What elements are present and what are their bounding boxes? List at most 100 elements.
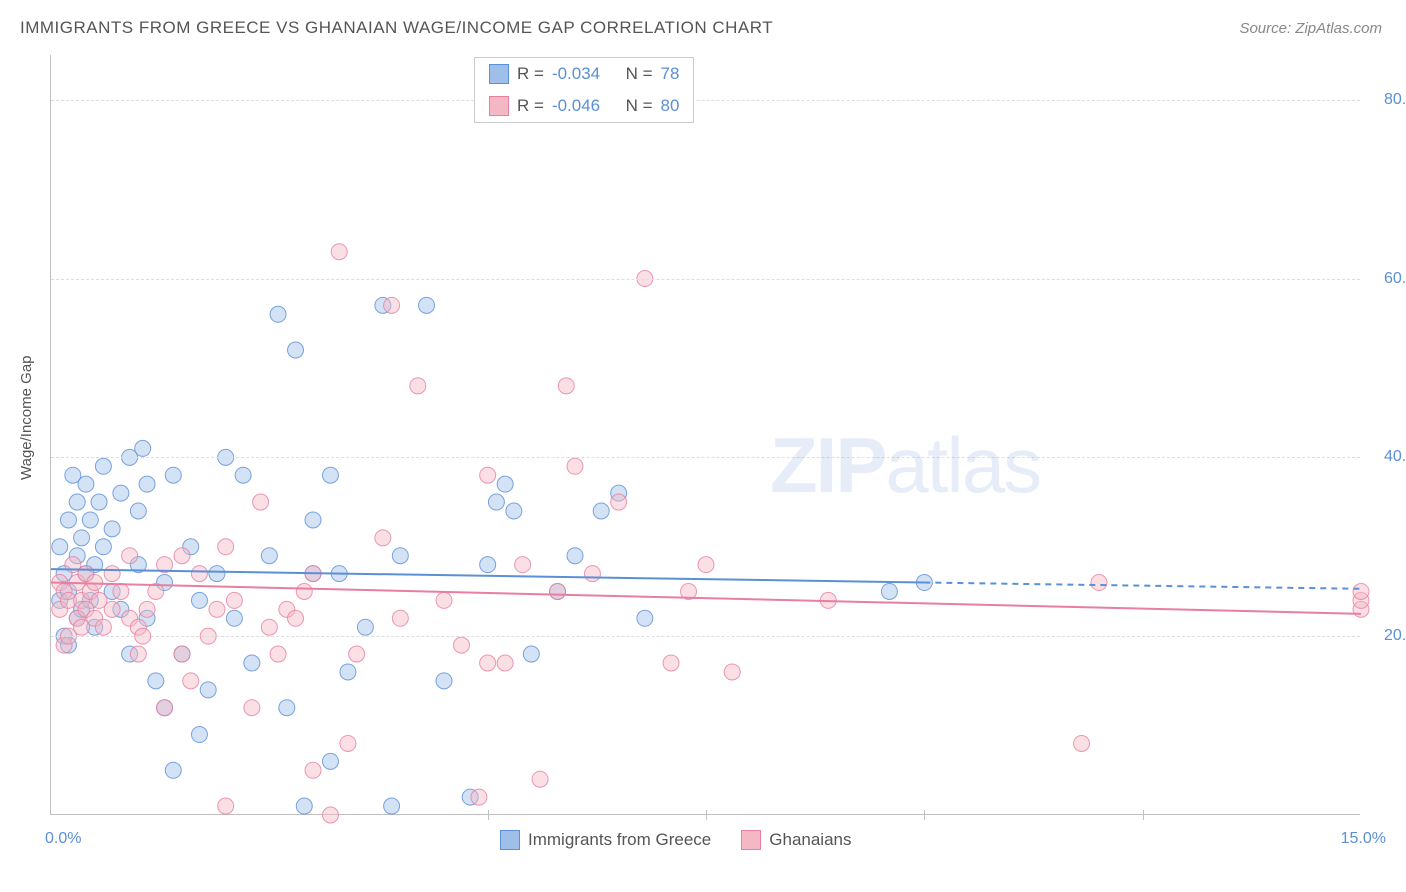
data-point: [261, 548, 277, 564]
data-point: [95, 619, 111, 635]
data-point: [340, 664, 356, 680]
legend-r-label: R =: [517, 96, 544, 116]
data-point: [567, 548, 583, 564]
y-axis-label: Wage/Income Gap: [18, 355, 35, 480]
data-point: [392, 610, 408, 626]
data-point: [52, 539, 68, 555]
x-tick-mark: [706, 810, 707, 820]
data-point: [191, 727, 207, 743]
data-point: [122, 548, 138, 564]
data-point: [322, 807, 338, 823]
data-point: [698, 557, 714, 573]
data-point: [226, 610, 242, 626]
data-point: [74, 530, 90, 546]
data-point: [139, 476, 155, 492]
data-point: [550, 583, 566, 599]
data-point: [436, 592, 452, 608]
data-point: [532, 771, 548, 787]
data-point: [357, 619, 373, 635]
legend-row: R = -0.046 N = 80: [475, 90, 693, 122]
x-tick-mark: [488, 810, 489, 820]
data-point: [91, 494, 107, 510]
data-point: [244, 655, 260, 671]
plot-area: 20.0%40.0%60.0%80.0%: [50, 55, 1360, 815]
x-axis-min-label: 0.0%: [45, 830, 81, 848]
data-point: [436, 673, 452, 689]
legend-row: R = -0.034 N = 78: [475, 58, 693, 90]
legend-r-value: -0.046: [552, 96, 600, 116]
data-point: [724, 664, 740, 680]
trend-line: [51, 583, 1361, 614]
data-point: [209, 601, 225, 617]
data-point: [95, 539, 111, 555]
legend-r-value: -0.034: [552, 64, 600, 84]
data-point: [480, 557, 496, 573]
data-point: [322, 753, 338, 769]
data-point: [881, 583, 897, 599]
data-point: [174, 646, 190, 662]
data-point: [218, 798, 234, 814]
legend-series-label: Ghanaians: [769, 830, 851, 850]
data-point: [331, 244, 347, 260]
chart-title: IMMIGRANTS FROM GREECE VS GHANAIAN WAGE/…: [20, 18, 773, 38]
data-point: [637, 610, 653, 626]
data-point: [165, 762, 181, 778]
data-point: [296, 583, 312, 599]
legend-swatch: [500, 830, 520, 850]
data-point: [288, 342, 304, 358]
data-point: [1353, 583, 1369, 599]
gridline: [51, 279, 1360, 280]
y-tick-label: 20.0%: [1366, 627, 1406, 645]
y-tick-label: 40.0%: [1366, 448, 1406, 466]
data-point: [584, 566, 600, 582]
data-point: [130, 646, 146, 662]
data-point: [191, 592, 207, 608]
data-point: [515, 557, 531, 573]
legend-n-value: 78: [661, 64, 680, 84]
data-point: [419, 297, 435, 313]
data-point: [165, 467, 181, 483]
data-point: [69, 494, 85, 510]
data-point: [497, 476, 513, 492]
data-point: [384, 798, 400, 814]
chart-svg: [51, 55, 1360, 814]
data-point: [130, 503, 146, 519]
data-point: [480, 655, 496, 671]
data-point: [244, 700, 260, 716]
data-point: [226, 592, 242, 608]
data-point: [191, 566, 207, 582]
data-point: [148, 673, 164, 689]
legend-series-item: Immigrants from Greece: [500, 830, 711, 850]
data-point: [209, 566, 225, 582]
data-point: [139, 601, 155, 617]
trend-line-extrapolation: [924, 583, 1361, 589]
data-point: [288, 610, 304, 626]
gridline: [51, 636, 1360, 637]
y-tick-label: 80.0%: [1366, 91, 1406, 109]
data-point: [95, 458, 111, 474]
data-point: [113, 583, 129, 599]
data-point: [392, 548, 408, 564]
data-point: [567, 458, 583, 474]
data-point: [104, 601, 120, 617]
data-point: [104, 521, 120, 537]
series-legend: Immigrants from Greece Ghanaians: [500, 830, 852, 850]
legend-series-item: Ghanaians: [741, 830, 851, 850]
data-point: [253, 494, 269, 510]
legend-n-value: 80: [661, 96, 680, 116]
data-point: [183, 673, 199, 689]
data-point: [305, 762, 321, 778]
data-point: [558, 378, 574, 394]
data-point: [488, 494, 504, 510]
x-tick-mark: [924, 810, 925, 820]
data-point: [497, 655, 513, 671]
data-point: [340, 735, 356, 751]
data-point: [135, 440, 151, 456]
data-point: [471, 789, 487, 805]
data-point: [60, 512, 76, 528]
data-point: [270, 646, 286, 662]
gridline: [51, 457, 1360, 458]
data-point: [322, 467, 338, 483]
legend-n-label: N =: [626, 64, 653, 84]
gridline: [51, 100, 1360, 101]
